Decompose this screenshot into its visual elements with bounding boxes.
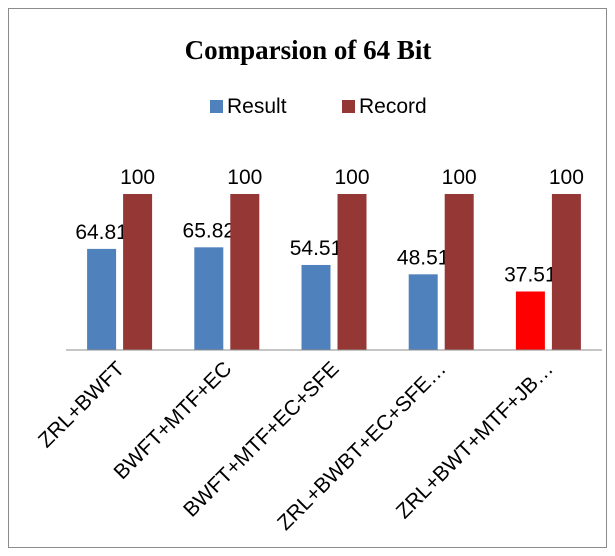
bar-record-1 [230, 194, 260, 350]
legend-label-result: Result [227, 95, 287, 118]
bar-record-4 [551, 194, 581, 350]
chart-frame: Comparsion of 64 Bit Result Record 64.81 1… [8, 8, 607, 548]
bar-record-2 [337, 194, 367, 350]
chart-title: Comparsion of 64 Bit [185, 35, 432, 65]
bar-result-3 [408, 274, 438, 350]
legend-swatch-record [342, 100, 355, 113]
data-label-result-3: 48.51 [397, 246, 450, 269]
bar-chart: Comparsion of 64 Bit Result Record 64.81 1… [34, 35, 602, 535]
data-label-record-4: 100 [549, 166, 584, 189]
bars-group: 64.81 100 65.82 100 54.51 100 48.51 100 37.51 100 [75, 166, 584, 350]
bar-result-2 [301, 264, 331, 350]
data-label-record-0: 100 [120, 166, 155, 189]
bar-record-3 [444, 194, 474, 350]
x-tick-label-0: ZRL+BWFT [34, 357, 129, 452]
data-label-result-1: 65.82 [183, 219, 236, 242]
x-tick-label-1: BWFT+MTF+EC [110, 357, 237, 484]
bar-result-1 [194, 247, 224, 350]
legend-label-record: Record [359, 95, 427, 118]
data-label-result-0: 64.81 [75, 221, 128, 244]
data-label-record-1: 100 [227, 166, 262, 189]
x-tick-labels: ZRL+BWFTBWFT+MTF+ECBWFT+MTF+EC+SFEZRL+BW… [34, 357, 558, 535]
data-label-result-4: 37.51 [504, 263, 557, 286]
data-label-record-3: 100 [442, 166, 477, 189]
data-label-result-2: 54.51 [290, 237, 343, 260]
legend-swatch-result [210, 100, 223, 113]
data-label-record-2: 100 [334, 166, 369, 189]
chart-legend: Result Record [210, 95, 427, 118]
bar-result-4 [515, 291, 545, 350]
bar-record-0 [123, 194, 153, 350]
bar-result-0 [87, 248, 117, 350]
